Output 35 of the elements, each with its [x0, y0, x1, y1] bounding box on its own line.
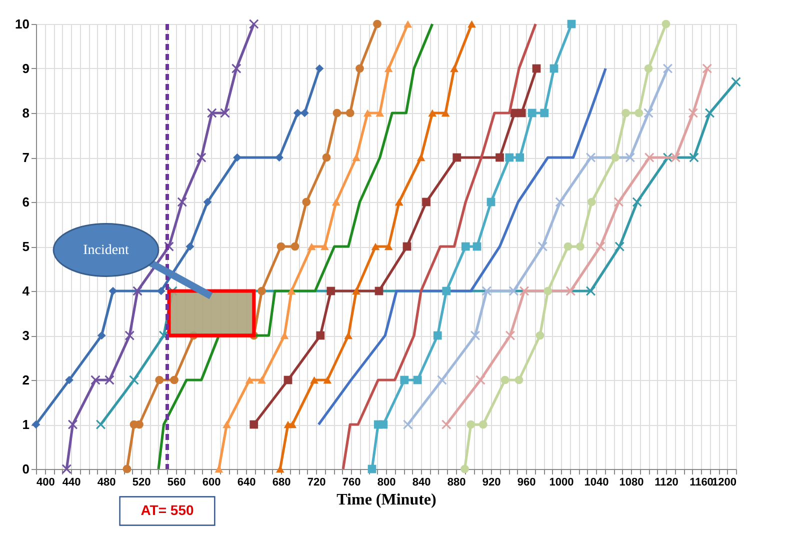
- y-tick-label: 0: [22, 462, 30, 476]
- x-tick-label: 1080: [619, 476, 644, 488]
- y-tick-label: 8: [22, 106, 30, 120]
- y-tick-label: 10: [15, 16, 30, 32]
- x-tick-label: 640: [237, 476, 256, 488]
- y-tick-label: 9: [22, 61, 30, 76]
- ref-line-label: AT= 550: [140, 502, 194, 518]
- x-tick-label: 720: [307, 476, 326, 488]
- x-tick-label: 600: [202, 476, 221, 488]
- y-tick-label: 7: [22, 150, 30, 165]
- x-tick-label: 1200: [712, 476, 736, 488]
- y-tick-label: 5: [22, 239, 30, 254]
- x-tick-label: 560: [167, 476, 186, 488]
- x-tick-label: 480: [97, 476, 116, 488]
- y-tick-label: 3: [22, 328, 30, 343]
- x-tick-label: 680: [272, 476, 291, 488]
- y-tick-label: 4: [22, 284, 30, 298]
- x-tick-label: 440: [62, 476, 81, 488]
- x-tick-label: 1000: [549, 476, 574, 488]
- x-tick-label: 400: [36, 476, 55, 488]
- x-tick-label: 760: [342, 476, 361, 488]
- x-tick-label: 1040: [584, 476, 609, 488]
- y-tick-label: 6: [22, 194, 30, 210]
- y-tick-label: 1: [22, 417, 30, 432]
- x-tick-label: 840: [412, 476, 431, 488]
- x-axis-title: Time (Minute): [336, 492, 436, 508]
- y-tick-label: 2: [22, 372, 30, 388]
- x-tick-label: 800: [377, 476, 396, 488]
- x-tick-label: 920: [482, 476, 501, 488]
- x-tick-label: 1120: [654, 476, 678, 488]
- x-tick-label: 880: [447, 476, 466, 488]
- x-tick-label: 520: [132, 476, 151, 488]
- annotation: Incident: [83, 243, 130, 258]
- x-tick-label: 1160: [690, 476, 714, 488]
- x-tick-label: 960: [517, 476, 536, 488]
